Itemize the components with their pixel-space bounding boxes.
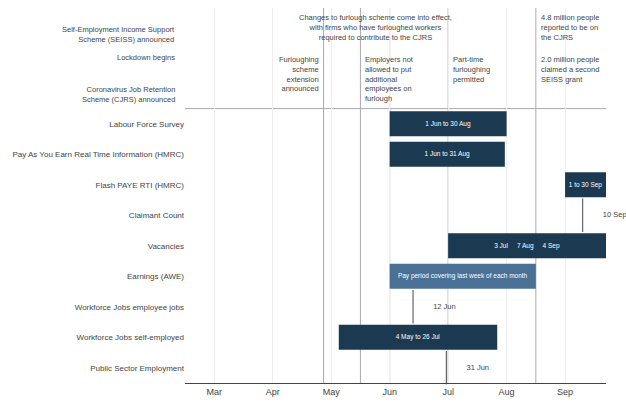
svg-text:Claimant Count: Claimant Count (129, 211, 185, 220)
svg-text:1 Jun to 31 Aug: 1 Jun to 31 Aug (424, 150, 470, 158)
svg-text:Pay As You Earn Real Time Info: Pay As You Earn Real Time Information (H… (12, 150, 184, 159)
svg-text:12 Jun: 12 Jun (429, 302, 456, 311)
svg-text:1 to 30 Sep: 1 to 30 Sep (569, 181, 603, 189)
svg-text:Labour Force Survey: Labour Force Survey (109, 120, 184, 129)
svg-text:4 May to 26 Jul: 4 May to 26 Jul (396, 333, 441, 341)
svg-text:Aug: Aug (499, 387, 515, 397)
svg-text:Vacancies: Vacancies (148, 242, 184, 251)
svg-text:Apr: Apr (266, 387, 280, 397)
svg-text:Self-Employment Income Support: Self-Employment Income SupportScheme (SE… (62, 25, 175, 44)
svg-text:Workforce Jobs employee jobs: Workforce Jobs employee jobs (75, 303, 184, 312)
svg-text:Jul: Jul (442, 387, 454, 397)
svg-text:Employers notallowed to putadd: Employers notallowed to putadditionalemp… (365, 55, 414, 103)
svg-text:Workforce Jobs self-employed: Workforce Jobs self-employed (77, 333, 184, 342)
svg-text:Mar: Mar (206, 387, 222, 397)
svg-text:10 Sep: 10 Sep (599, 210, 626, 219)
svg-text:Pay period covering last week: Pay period covering last week of each mo… (398, 272, 528, 280)
svg-text:Public Sector Employment: Public Sector Employment (90, 364, 185, 373)
svg-text:May: May (323, 387, 341, 397)
svg-text:Earnings (AWE): Earnings (AWE) (127, 272, 184, 281)
svg-text:Part-timefurloughingpermitted: Part-timefurloughingpermitted (453, 55, 490, 84)
svg-text:Flash PAYE RTI (HMRC): Flash PAYE RTI (HMRC) (96, 181, 185, 190)
svg-text:3 Jul 7 Aug 4 Sep: 3 Jul 7 Aug 4 Sep (494, 242, 560, 250)
svg-text:1 Jun to 30 Aug: 1 Jun to 30 Aug (425, 120, 471, 128)
svg-text:Jun: Jun (382, 387, 397, 397)
svg-text:Changes to furlough scheme com: Changes to furlough scheme come into eff… (299, 13, 452, 42)
svg-text:2.0 million peopleclaimed a se: 2.0 million peopleclaimed a secondSEISS … (541, 55, 599, 84)
svg-text:31 Jun: 31 Jun (462, 363, 489, 372)
svg-text:Lockdown begins: Lockdown begins (117, 53, 175, 62)
svg-text:Sep: Sep (557, 387, 573, 397)
svg-text:Coronavirus Job RetentionSchem: Coronavirus Job RetentionScheme (CJRS) a… (82, 85, 175, 104)
svg-text:4.8 million peoplereported to: 4.8 million peoplereported to be onthe C… (541, 13, 599, 42)
svg-text:Furloughingschemeextensionanno: Furloughingschemeextensionannounced (279, 55, 319, 93)
